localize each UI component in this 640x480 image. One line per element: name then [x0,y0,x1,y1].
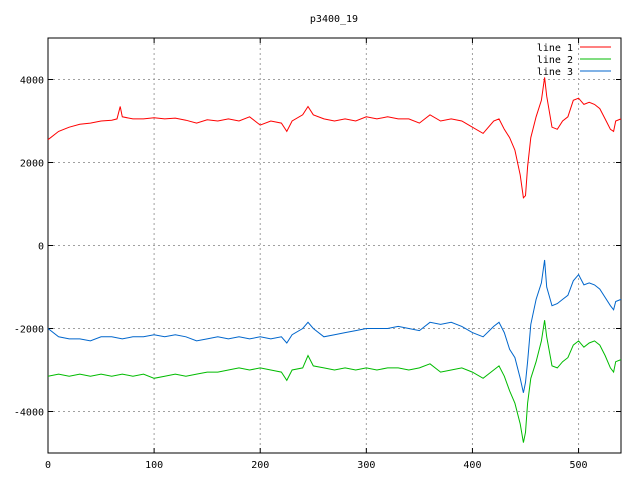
series-line-1 [47,77,622,199]
chart-title: p3400_19 [310,14,358,25]
series-lines [47,77,622,443]
x-tick-label: 400 [463,460,481,471]
grid [48,38,621,453]
y-tick-label: 0 [38,242,44,253]
y-tick-label: -4000 [14,408,44,419]
legend-label-3: line 3 [537,67,573,78]
y-tick-label: -2000 [14,325,44,336]
y-tick-label: 4000 [20,76,44,87]
x-tick-label: 300 [357,460,375,471]
series-line-3 [47,259,622,393]
series-line-2 [47,320,622,443]
x-tick-label: 0 [45,460,51,471]
x-tick-label: 500 [570,460,588,471]
x-tick-label: 200 [251,460,269,471]
y-tick-label: 2000 [20,159,44,170]
legend-label-2: line 2 [537,55,573,66]
axis-ticks: 0 100 200 300 400 500 -4000 -2000 0 2000 4000 [14,38,621,471]
legend-label-1: line 1 [537,43,573,54]
x-tick-label: 100 [145,460,163,471]
